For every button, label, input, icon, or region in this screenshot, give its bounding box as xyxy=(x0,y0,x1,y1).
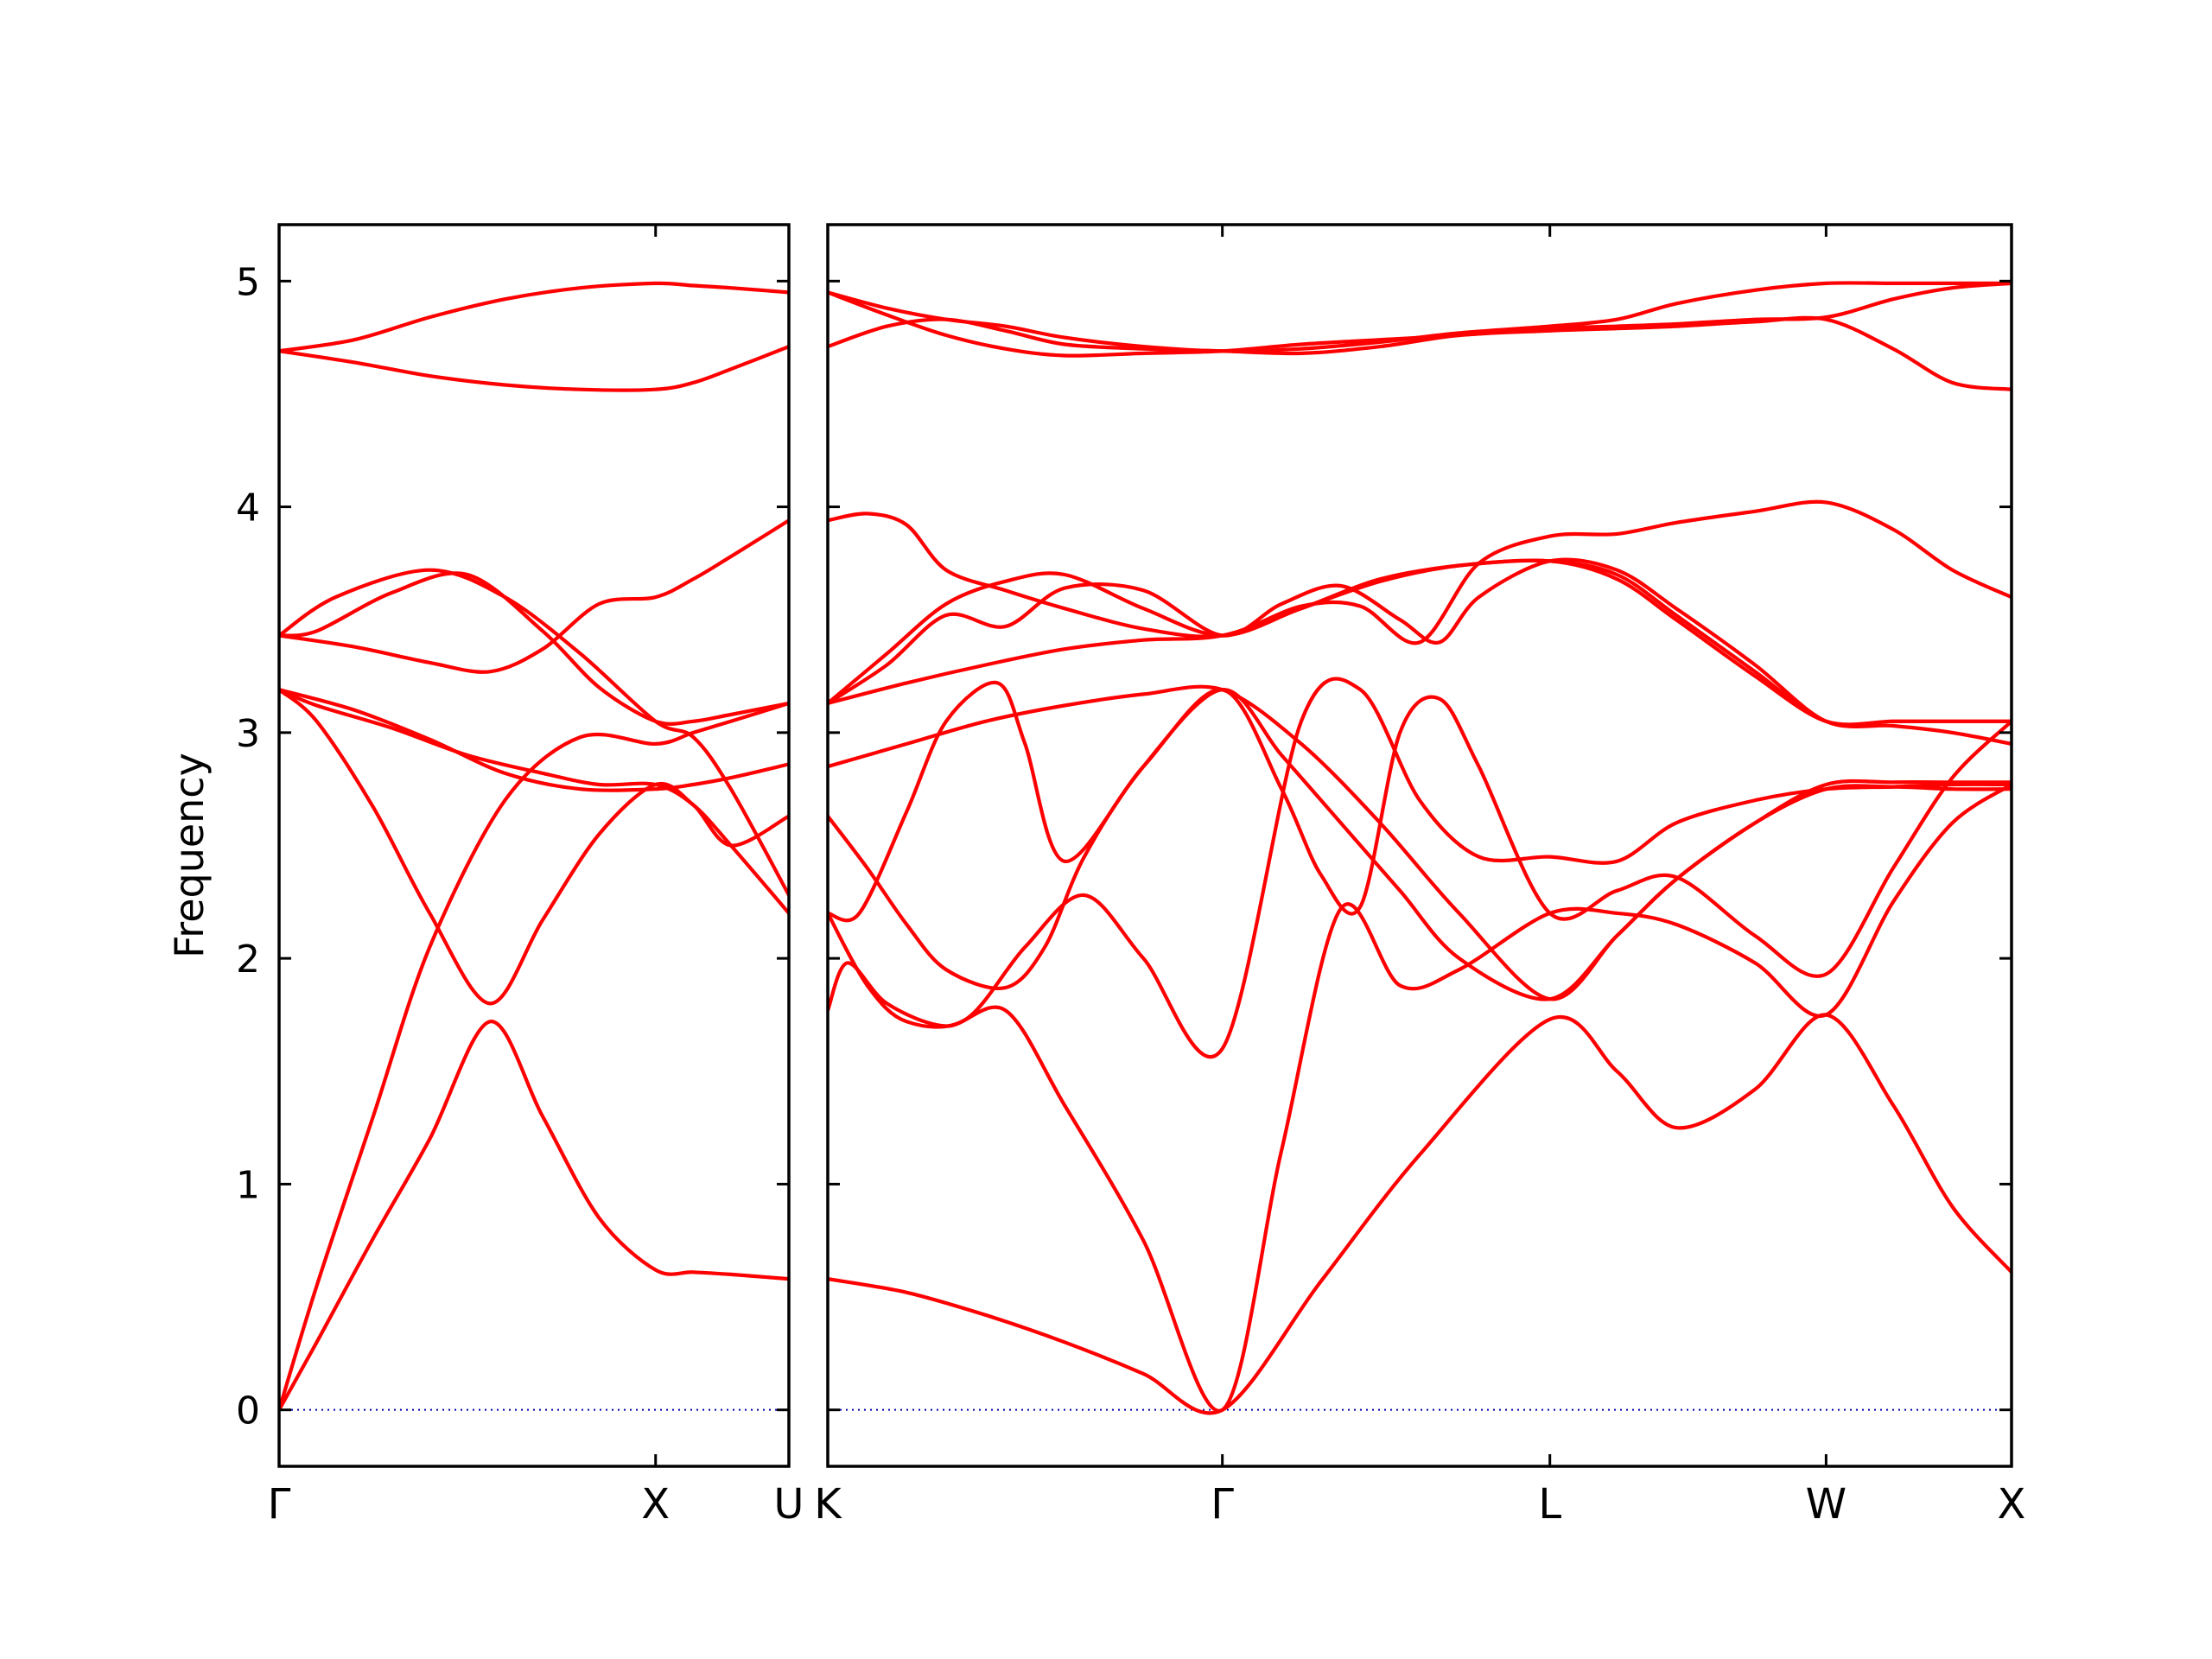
band-line xyxy=(828,558,2012,727)
high-symmetry-label: W xyxy=(1806,1480,1847,1529)
band-line xyxy=(828,281,2012,353)
high-symmetry-label: L xyxy=(1538,1480,1561,1529)
y-axis-title: Frequency xyxy=(166,753,213,958)
chart-panels: 0 1 2 3 4 5 Γ X U K Γ L W X xyxy=(236,223,2026,1529)
y-tick-label: 4 xyxy=(236,486,260,531)
bands xyxy=(828,281,2012,1415)
high-symmetry-label: U xyxy=(773,1480,804,1529)
panel-frame xyxy=(826,223,2013,1468)
band-line xyxy=(828,499,2012,645)
band-line xyxy=(279,688,789,848)
band-line xyxy=(279,571,789,727)
y-tick-label: 5 xyxy=(236,260,260,304)
y-tick-label: 1 xyxy=(236,1163,260,1207)
band-line xyxy=(279,688,789,792)
band-line xyxy=(279,281,789,353)
high-symmetry-label: Γ xyxy=(268,1480,291,1529)
high-symmetry-label: X xyxy=(1998,1480,2026,1529)
band-line xyxy=(828,1013,2012,1415)
band-line xyxy=(279,345,789,392)
band-line xyxy=(279,518,789,674)
band-line xyxy=(828,782,2012,1413)
bands xyxy=(279,281,789,1412)
high-symmetry-label: X xyxy=(641,1480,670,1529)
high-symmetry-label: Γ xyxy=(1211,1480,1234,1529)
band-line xyxy=(828,680,2012,978)
band-line xyxy=(828,677,2012,1059)
y-tick-label: 3 xyxy=(236,712,260,756)
band-line xyxy=(828,684,2012,1001)
high-symmetry-label: K xyxy=(814,1480,842,1529)
band-line xyxy=(828,315,2012,391)
panel-1: 0 1 2 3 4 5 Γ X U xyxy=(236,223,804,1529)
band-line xyxy=(279,701,789,1412)
band-line xyxy=(279,688,789,1006)
panel-frame xyxy=(277,223,791,1468)
band-line xyxy=(279,1020,789,1412)
band-line xyxy=(279,568,789,898)
y-tick-label: 2 xyxy=(236,938,260,982)
y-tick-label: 0 xyxy=(236,1389,260,1433)
band-line xyxy=(828,688,2012,1001)
